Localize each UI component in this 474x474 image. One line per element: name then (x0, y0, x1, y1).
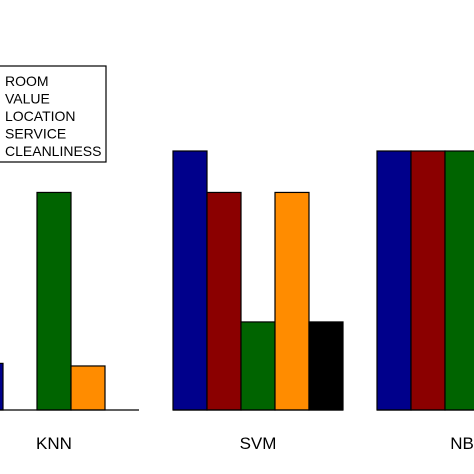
legend-box (0, 65, 107, 163)
bar-nb-room (376, 150, 412, 411)
tick-label-knn: KNN (36, 434, 72, 453)
bar-knn-service (70, 365, 106, 411)
bars-layer (0, 150, 474, 411)
category-labels: KNN SVM NB (36, 434, 474, 453)
bar-svm-cleanliness (308, 321, 344, 411)
bar-svm-service (274, 191, 310, 411)
legend-entry-location: LOCATION (5, 108, 76, 124)
legend-entry-service: SERVICE (5, 126, 66, 142)
bar-nb-value (410, 150, 446, 411)
legend-entry-value: VALUE (5, 91, 50, 107)
bar-svm-room (172, 150, 208, 411)
tick-label-svm: SVM (240, 434, 277, 453)
bar-svm-location (240, 321, 276, 411)
bar-knn-location (36, 191, 72, 411)
legend-entry-room: ROOM (5, 73, 49, 89)
bar-svm-value (206, 191, 242, 411)
tick-label-nb: NB (450, 434, 474, 453)
bar-knn-room (0, 362, 4, 411)
bar-nb-location (444, 150, 474, 411)
legend-entry-cleanliness: CLEANLINESS (5, 143, 101, 159)
